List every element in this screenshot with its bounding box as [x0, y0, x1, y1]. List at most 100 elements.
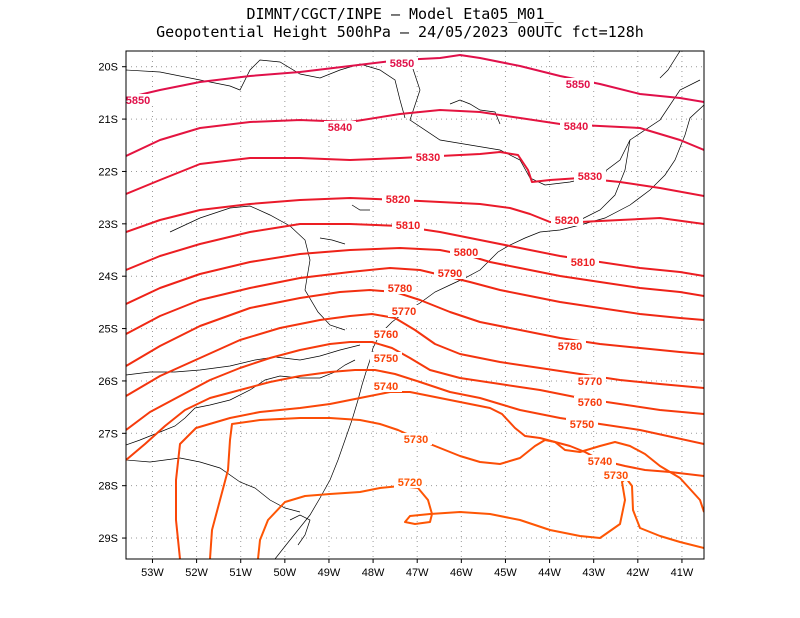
- contour-label-bg: [551, 214, 583, 226]
- contour-label-bg: [566, 418, 598, 430]
- lagoon: [289, 514, 311, 546]
- contour-label-5820: 5820: [555, 215, 579, 227]
- state-border-west: [126, 359, 356, 446]
- contour-label-bg: [600, 469, 632, 481]
- contour-label-5740: 5740: [588, 456, 612, 468]
- lon-tick-label: 51W: [229, 567, 252, 579]
- border-right-top: [659, 51, 681, 79]
- lon-tick-label: 47W: [406, 567, 429, 579]
- contour-label-bg: [400, 433, 432, 445]
- contour-label-5770: 5770: [392, 306, 416, 318]
- contour-label-bg: [434, 267, 466, 279]
- contour-line-5840: [126, 109, 704, 157]
- height-contours: [126, 54, 704, 559]
- lon-tick-label: 48W: [362, 567, 385, 579]
- contour-label-5810: 5810: [396, 220, 420, 232]
- contour-label-bg: [386, 57, 418, 69]
- lon-tick-label: 44W: [538, 567, 561, 579]
- contour-label-5850: 5850: [126, 95, 150, 107]
- lat-tick-label: 25S: [98, 324, 118, 336]
- lon-tick-label: 43W: [582, 567, 605, 579]
- plot-frame: [125, 50, 705, 560]
- contour-label-bg: [122, 94, 154, 106]
- lat-tick-label: 29S: [98, 533, 118, 545]
- contour-line-5720: [257, 477, 704, 559]
- reservoir: [319, 237, 346, 245]
- axis-ticks: 20S 21S 22S 23S 24S 25S 26S 27S 28S 29S 53W 52W 51W 5…: [98, 62, 693, 579]
- lat-tick-label: 21S: [98, 114, 118, 126]
- contour-label-bg: [562, 78, 594, 90]
- lat-tick-label: 24S: [98, 271, 118, 283]
- contour-label-bg: [574, 170, 606, 182]
- reservoir-2: [351, 204, 370, 211]
- contour-line-5730: [209, 417, 704, 559]
- contour-label-bg: [370, 380, 402, 392]
- contour-label-bg: [554, 340, 586, 352]
- contour-label-5780: 5780: [388, 283, 412, 295]
- contour-label-5850: 5850: [566, 79, 590, 91]
- contour-label-bg: [450, 246, 482, 258]
- chart-title-line2: Geopotential Height 500hPa – 24/05/2023 …: [156, 23, 644, 41]
- contour-label-bg: [384, 282, 416, 294]
- contour-label-5760: 5760: [374, 329, 398, 341]
- state-border-river: [126, 59, 406, 119]
- contour-label-5730: 5730: [604, 470, 628, 482]
- contour-label-bg: [324, 121, 356, 133]
- border-rs-sc: [126, 457, 301, 513]
- contour-line-5810: [126, 223, 704, 277]
- lon-tick-label: 50W: [274, 567, 297, 579]
- contour-label-bg: [382, 193, 414, 205]
- state-border-sp: [169, 205, 346, 331]
- contour-label-bg: [370, 352, 402, 364]
- contour-label-5790: 5790: [438, 268, 462, 280]
- lon-tick-label: 46W: [450, 567, 473, 579]
- lat-tick-label: 22S: [98, 166, 118, 178]
- contour-label-bg: [394, 476, 426, 488]
- chart-title-line1: DIMNT/CGCT/INPE – Model Eta05_M01_: [246, 5, 554, 23]
- contour-label-5800: 5800: [454, 247, 478, 259]
- contour-label-bg: [370, 328, 402, 340]
- contour-label-5750: 5750: [374, 353, 398, 365]
- contour-label-5760: 5760: [578, 397, 602, 409]
- contour-label-5730: 5730: [404, 434, 428, 446]
- contour-label-bg: [412, 151, 444, 163]
- contour-labels: 5850 5850 5850 5840 5840 5830 5830 5820 5820 5810…: [122, 57, 632, 489]
- lat-tick-label: 23S: [98, 219, 118, 231]
- contour-line-5750: [126, 369, 704, 461]
- contour-label-5810: 5810: [571, 257, 595, 269]
- lon-tick-label: 49W: [318, 567, 341, 579]
- lat-tick-label: 27S: [98, 428, 118, 440]
- contour-label-5780: 5780: [558, 341, 582, 353]
- contour-label-bg: [388, 305, 420, 317]
- lat-tick-label: 20S: [98, 62, 118, 74]
- contour-label-5770: 5770: [578, 376, 602, 388]
- contour-label-bg: [560, 120, 592, 132]
- contour-label-5740: 5740: [374, 381, 398, 393]
- contour-label-bg: [574, 375, 606, 387]
- lat-tick-label: 28S: [98, 481, 118, 493]
- contour-label-bg: [574, 396, 606, 408]
- contour-line-5850: [126, 54, 704, 103]
- contour-line-5760: [126, 341, 704, 431]
- coastline: [274, 104, 704, 559]
- contour-label-bg: [392, 219, 424, 231]
- contour-line-5820: [126, 197, 704, 233]
- lat-tick-label: 26S: [98, 376, 118, 388]
- contour-label-5840: 5840: [564, 121, 588, 133]
- lon-tick-label: 42W: [627, 567, 650, 579]
- contour-label-5830: 5830: [578, 171, 602, 183]
- contour-label-5750: 5750: [570, 419, 594, 431]
- lon-tick-label: 53W: [141, 567, 164, 579]
- contour-label-5830: 5830: [416, 152, 440, 164]
- contour-label-5820: 5820: [386, 194, 410, 206]
- lon-tick-label: 52W: [185, 567, 208, 579]
- contour-line-5780: [126, 289, 704, 367]
- contour-label-bg: [567, 256, 599, 268]
- contour-label-5720: 5720: [398, 477, 422, 489]
- contour-label-5850: 5850: [390, 58, 414, 70]
- contour-label-bg: [584, 455, 616, 467]
- lon-tick-label: 41W: [671, 567, 694, 579]
- contour-label-5840: 5840: [328, 122, 352, 134]
- lon-tick-label: 45W: [494, 567, 517, 579]
